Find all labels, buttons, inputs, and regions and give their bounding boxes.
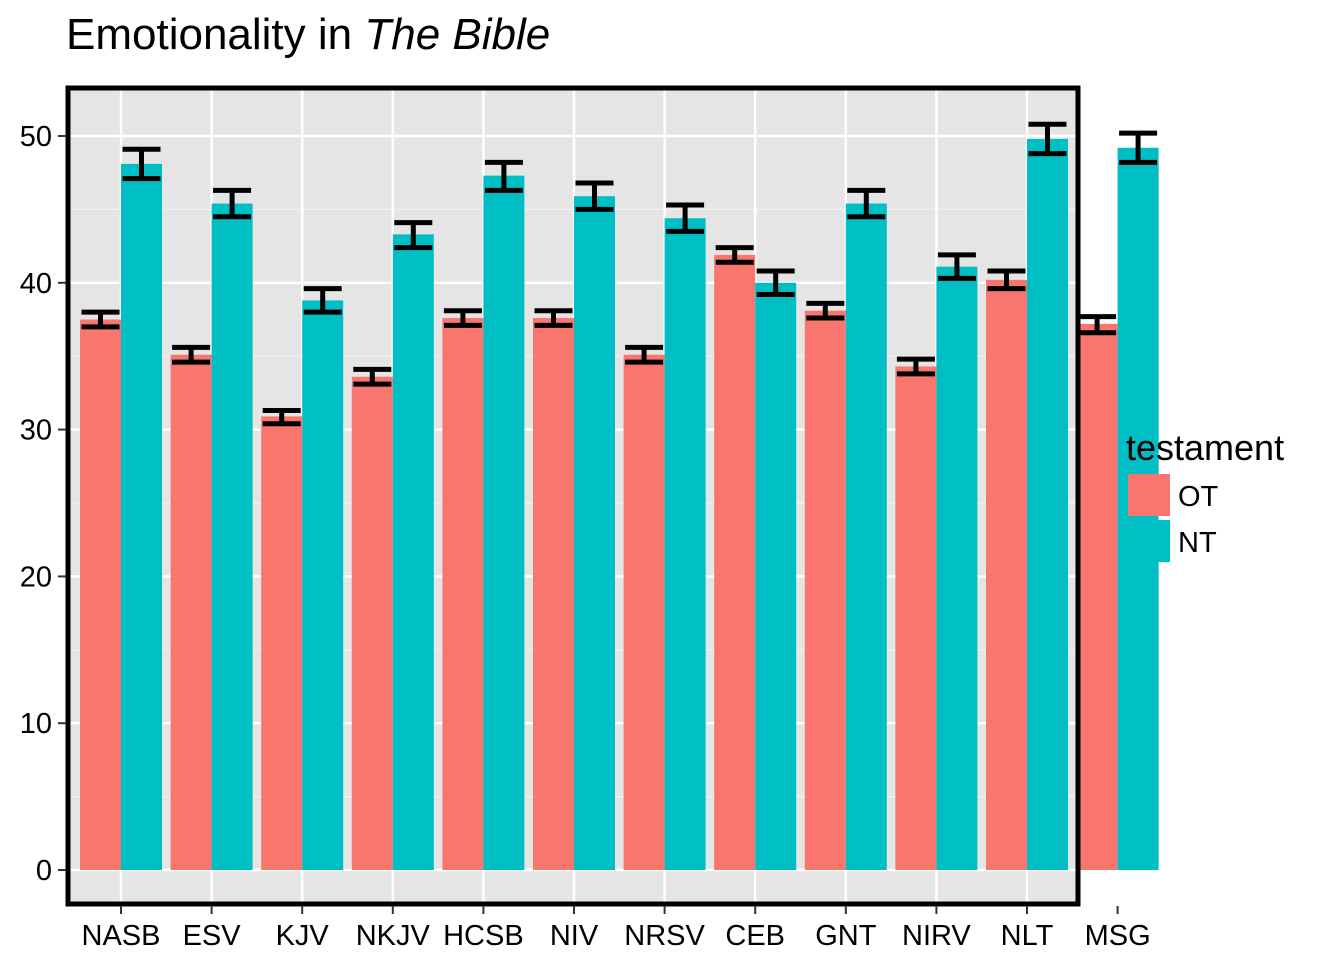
bar-nt-nirv bbox=[936, 266, 978, 871]
x-tick-label-nirv: NIRV bbox=[902, 920, 971, 952]
bar-ot-gnt bbox=[804, 310, 846, 870]
bar-ot-nkjv bbox=[351, 376, 393, 870]
error-bar-nt-nirv bbox=[937, 252, 976, 281]
error-bar-nt-esv bbox=[213, 187, 252, 220]
error-bar-ot-ceb bbox=[715, 245, 754, 265]
y-tick-label: 0 bbox=[36, 855, 52, 887]
error-bar-ot-hcsb bbox=[443, 308, 482, 328]
error-bar-ot-nkjv bbox=[353, 366, 392, 387]
y-tick-label: 10 bbox=[20, 708, 52, 740]
bar-ot-nirv bbox=[895, 366, 937, 870]
error-bar-ot-gnt bbox=[806, 300, 845, 321]
error-bar-ot-msg bbox=[1078, 314, 1117, 336]
legend-key-nt bbox=[1128, 520, 1170, 562]
error-bar-nt-nrsv bbox=[666, 202, 705, 234]
error-bar-ot-esv bbox=[172, 344, 211, 365]
legend-title: testament bbox=[1126, 427, 1284, 468]
bar-nt-esv bbox=[211, 203, 253, 870]
y-tick-label: 30 bbox=[20, 415, 52, 447]
error-bar-nt-hcsb bbox=[484, 159, 523, 193]
bars bbox=[80, 138, 1159, 871]
bar-ot-nrsv bbox=[623, 354, 665, 870]
bar-ot-kjv bbox=[261, 416, 303, 870]
y-tick-label: 20 bbox=[20, 561, 52, 593]
x-tick-label-hcsb: HCSB bbox=[443, 920, 524, 952]
y-tick-label: 50 bbox=[20, 121, 52, 153]
plot-border bbox=[65, 85, 1081, 907]
bar-nt-kjv bbox=[302, 300, 344, 870]
x-tick-label-nkjv: NKJV bbox=[356, 920, 431, 952]
bar-ot-nlt bbox=[986, 279, 1027, 870]
bar-nt-nlt bbox=[1027, 138, 1068, 870]
x-tick-label-ceb: CEB bbox=[725, 920, 785, 952]
error-bar-nt-ceb bbox=[756, 268, 795, 298]
chart-title-prefix: Emotionality in bbox=[66, 10, 365, 59]
chart-title: Emotionality in The Bible bbox=[66, 10, 550, 60]
bar-ot-hcsb bbox=[442, 318, 484, 871]
bar-nt-nrsv bbox=[664, 218, 706, 870]
error-bar-nt-nkjv bbox=[394, 220, 433, 251]
y-axis: 0 10 20 30 40 50 bbox=[20, 121, 66, 887]
error-bar-nt-niv bbox=[575, 180, 614, 212]
legend: testament OT NT bbox=[1126, 427, 1284, 562]
bar-nt-ceb bbox=[755, 282, 797, 870]
error-bar-nt-nasb bbox=[122, 146, 161, 182]
error-bar-nt-gnt bbox=[847, 187, 886, 220]
bar-ot-nasb bbox=[80, 319, 121, 870]
bar-nt-nasb bbox=[121, 163, 162, 871]
error-bar-nt-kjv bbox=[303, 286, 342, 315]
error-bar-ot-nasb bbox=[81, 309, 120, 330]
error-bar-ot-nlt bbox=[987, 268, 1026, 292]
x-tick-label-niv: NIV bbox=[550, 920, 599, 952]
x-tick-label-kjv: KJV bbox=[276, 920, 330, 952]
bar-nt-nkjv bbox=[392, 234, 434, 870]
x-tick-label-nasb: NASB bbox=[82, 920, 161, 952]
error-bar-nt-nlt bbox=[1028, 121, 1067, 157]
x-tick-label-gnt: GNT bbox=[815, 920, 877, 952]
x-tick-label-msg: MSG bbox=[1085, 920, 1151, 952]
error-bar-ot-niv bbox=[534, 308, 573, 328]
legend-label-nt: NT bbox=[1178, 527, 1217, 559]
x-axis: NASB ESV KJV NKJV HCSB NIV NRSV CEB GNT NIRV NLT MS… bbox=[82, 906, 1151, 952]
error-bar-nt-msg bbox=[1119, 130, 1158, 165]
error-bar-ot-nrsv bbox=[625, 344, 664, 365]
chart-title-emphasis: The Bible bbox=[364, 10, 551, 59]
error-bars bbox=[81, 121, 1158, 427]
error-bar-ot-nirv bbox=[896, 356, 935, 377]
bar-ot-esv bbox=[170, 354, 212, 870]
error-bar-ot-kjv bbox=[262, 408, 301, 427]
x-tick-label-esv: ESV bbox=[183, 920, 242, 952]
legend-label-ot: OT bbox=[1178, 481, 1219, 513]
bar-nt-gnt bbox=[845, 203, 887, 870]
x-tick-label-nlt: NLT bbox=[1001, 920, 1054, 952]
bar-ot-msg bbox=[1076, 323, 1118, 870]
bar-nt-hcsb bbox=[483, 175, 525, 871]
bar-ot-ceb bbox=[714, 254, 756, 870]
y-tick-label: 40 bbox=[20, 268, 52, 300]
x-tick-label-nrsv: NRSV bbox=[624, 920, 705, 952]
bar-ot-niv bbox=[533, 318, 574, 871]
legend-key-ot bbox=[1128, 474, 1170, 516]
bar-nt-niv bbox=[574, 196, 615, 871]
